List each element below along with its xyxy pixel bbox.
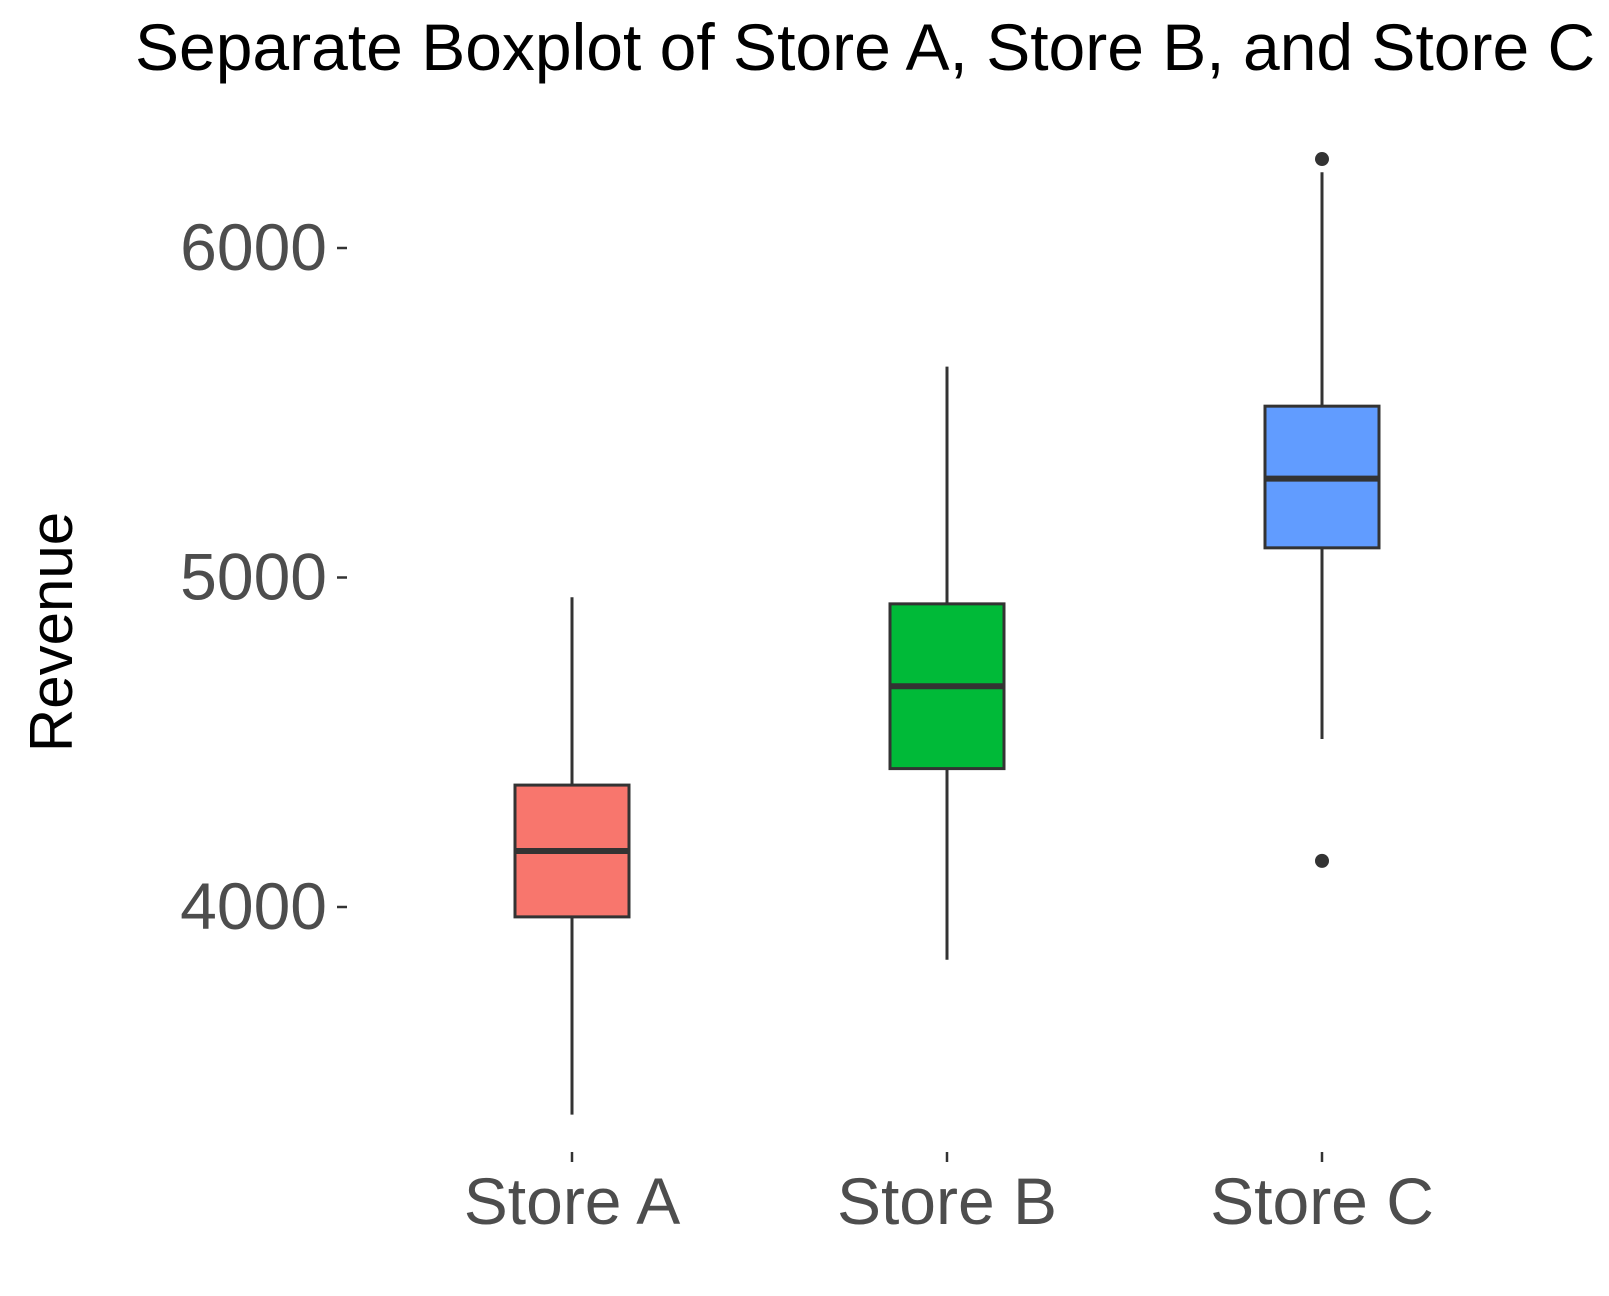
y-tick-label: 4000: [180, 869, 327, 943]
y-axis-title: Revenue: [18, 512, 85, 752]
store-c-outlier-point: [1315, 152, 1329, 167]
chart-title: Separate Boxplot of Store A, Store B, an…: [135, 10, 1596, 84]
x-tick-label: Store A: [464, 1164, 680, 1238]
store-c-outlier-point: [1315, 853, 1329, 868]
x-tick-label: Store C: [1210, 1164, 1434, 1238]
x-tick-label: Store B: [837, 1164, 1057, 1238]
y-tick-label: 6000: [180, 210, 327, 284]
y-tick-label: 5000: [180, 540, 327, 614]
